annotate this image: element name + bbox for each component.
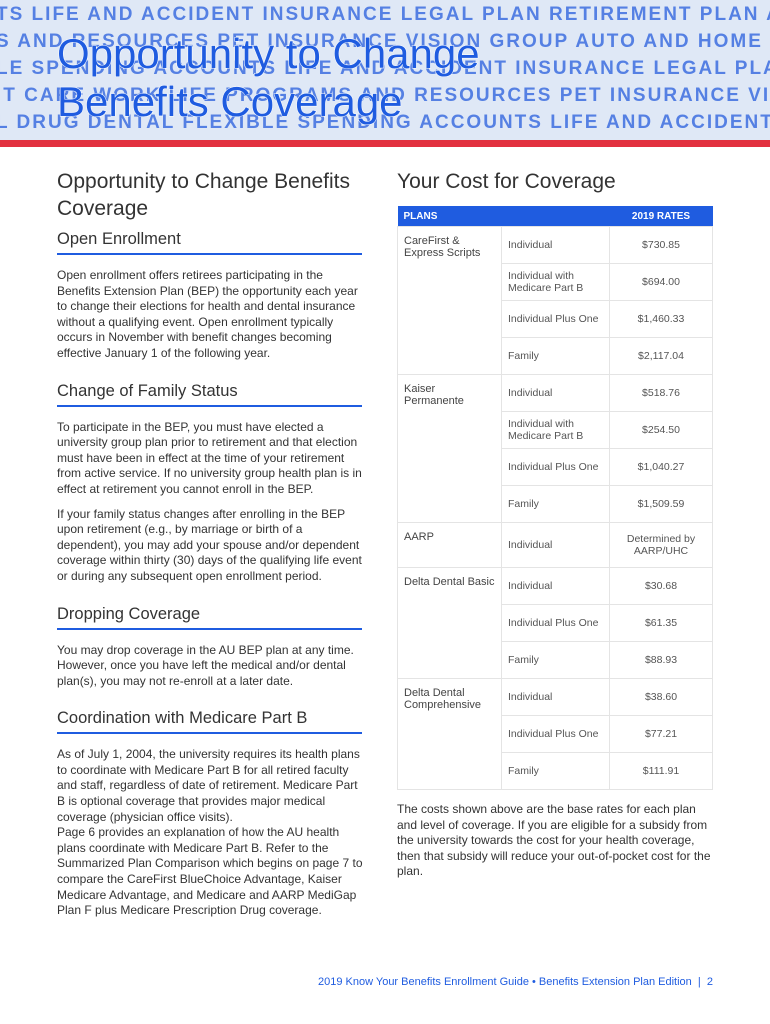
cost-title: Your Cost for Coverage	[397, 170, 616, 193]
header-title: Opportunity to Change Benefits Coverage	[57, 30, 481, 126]
coverage-level: Individual	[501, 522, 610, 568]
table-header: 2019 RATES	[609, 206, 713, 227]
rate: $730.85	[609, 226, 713, 264]
background-line: LE SPENDING ACCOUNTS LIFE AND ACCIDENT I…	[0, 58, 770, 79]
coverage-level: Individual Plus One	[501, 715, 610, 753]
rate: Determined by AARP/UHC	[609, 522, 713, 568]
section-heading: Coordination with Medicare Part B	[57, 709, 362, 735]
plan-name: CareFirst & Express Scripts	[397, 226, 502, 375]
rate: $1,040.27	[609, 448, 713, 486]
page-number: 2	[706, 976, 713, 988]
coverage-level: Family	[501, 641, 610, 679]
red-stripe	[0, 140, 770, 147]
section: Coordination with Medicare Part B As of J…	[57, 709, 367, 919]
coverage-level: Individual	[501, 678, 610, 716]
paragraph: If your family status changes after enro…	[57, 506, 362, 583]
rate: $1,509.59	[609, 485, 713, 523]
plan-name: Delta Dental Comprehensive	[397, 678, 502, 790]
rate: $694.00	[609, 263, 713, 301]
header-banner: TS LIFE AND ACCIDENT INSURANCE LEGAL PLA…	[0, 0, 770, 140]
background-line: L DRUG DENTAL FLEXIBLE SPENDING ACCOUNTS…	[0, 112, 770, 133]
background-line: TS LIFE AND ACCIDENT INSURANCE LEGAL PLA…	[0, 4, 770, 25]
rate: $88.93	[609, 641, 713, 679]
coverage-level: Individual Plus One	[501, 604, 610, 642]
left-column: Opportunity to Change Benefits Coverage …	[57, 168, 367, 939]
paragraph: To participate in the BEP, you must have…	[57, 419, 362, 496]
rate: $77.21	[609, 715, 713, 753]
table-row: Individual Plus One $77.21	[398, 715, 713, 753]
table-row: Delta Dental Basic Individual $30.68	[397, 567, 713, 679]
coverage-level: Individual Plus One	[501, 448, 610, 486]
rate: $30.68	[609, 567, 713, 605]
right-column: Your Cost for Coverage PLANS 2019 RATES …	[397, 168, 713, 889]
rates-table: PLANS 2019 RATES CareFirst & Express Scr…	[397, 206, 713, 790]
paragraph: You may drop coverage in the AU BEP plan…	[57, 642, 354, 688]
table-row: Individual Plus One $61.35	[398, 604, 713, 642]
section-heading: Open Enrollment	[57, 230, 362, 255]
coverage-level: Individual	[501, 567, 610, 605]
section: Open Enrollment Open enrollment offers re…	[57, 230, 367, 362]
table-row: Delta Dental Comprehensive Individual $38.…	[397, 678, 713, 790]
paragraph: Page 6 provides an explanation of how th…	[57, 825, 363, 918]
section-heading: Dropping Coverage	[57, 605, 362, 630]
rate: $61.35	[609, 604, 713, 642]
plan-name: Kaiser Permanente	[397, 374, 502, 523]
paragraph: Open enrollment offers retirees particip…	[57, 268, 358, 360]
rate: $111.91	[609, 752, 713, 790]
rate: $518.76	[609, 374, 713, 412]
section: Dropping Coverage You may drop coverage i…	[57, 605, 367, 690]
paragraph: As of July 1, 2004, the university requi…	[57, 747, 360, 824]
footer: 2019 Know Your Benefits Enrollment Guide…	[317, 976, 713, 988]
coverage-level: Family	[501, 337, 610, 375]
table-row: CareFirst & Express Scripts Individual $73…	[397, 226, 713, 375]
rate: $254.50	[609, 411, 713, 449]
table-row: Family $111.91	[398, 752, 713, 790]
background-line: S AND RESOURCES PET INSURANCE VISION GRO…	[0, 31, 770, 52]
page-title: Opportunity to Change Benefits Coverage	[57, 170, 351, 220]
table-row: AARP Individual Determined by AARP/UHC	[397, 522, 713, 568]
coverage-level: Individual with Medicare Part B	[501, 263, 610, 301]
section: Change of Family Status To participate in…	[57, 382, 367, 585]
rate: $38.60	[609, 678, 713, 716]
table-row: Family $1,509.59	[398, 485, 713, 523]
table-row: Individual Plus One $1,040.27	[398, 448, 713, 486]
table-header: PLANS	[397, 206, 610, 227]
plan-name: Delta Dental Basic	[397, 567, 502, 679]
coverage-level: Individual Plus One	[501, 300, 610, 338]
plan-name: AARP	[397, 522, 502, 568]
coverage-level: Family	[501, 485, 610, 523]
coverage-level: Individual with Medicare Part B	[501, 411, 610, 449]
background-line: IT CARE WORK LIFE PROGRAMS AND RESOURCES…	[0, 85, 770, 106]
coverage-level: Individual	[501, 374, 610, 412]
sections: Open Enrollment Open enrollment offers re…	[57, 230, 367, 919]
footer-text: 2019 Know Your Benefits Enrollment Guide…	[317, 976, 692, 988]
section-heading: Change of Family Status	[57, 382, 362, 407]
coverage-level: Individual	[501, 226, 610, 264]
coverage-level: Family	[501, 752, 610, 790]
table-row: Family $88.93	[398, 641, 713, 679]
rate: $1,460.33	[609, 300, 713, 338]
note: The costs shown above are the base rates…	[397, 802, 711, 879]
table-row: Kaiser Permanente Individual $518.76	[397, 374, 713, 523]
table-row: Individual with Medicare Part B $694.00	[398, 263, 713, 301]
rate: $2,117.04	[609, 337, 713, 375]
